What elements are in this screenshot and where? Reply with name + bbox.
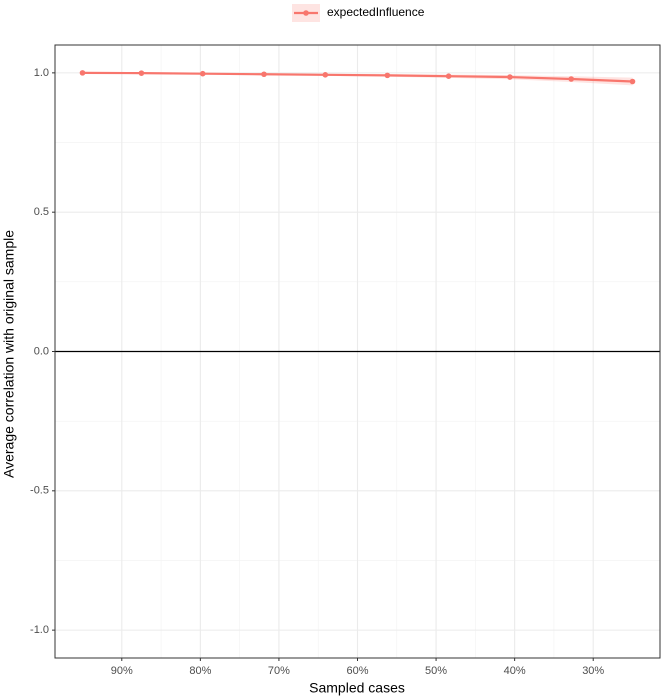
point [568,76,575,82]
point [322,72,329,78]
point [445,73,452,80]
y-axis-title: Average correlation with original sample [1,230,17,478]
x-tick-label: 90% [111,665,133,677]
y-tick-label: -1.0 [30,624,49,636]
point [629,78,636,85]
series-line [82,71,633,83]
y-tick-label: 0.0 [34,345,49,357]
legend-key-point [303,10,309,16]
point [138,70,145,76]
point [79,70,86,76]
point [384,72,391,79]
y-tick-label: 1.0 [34,67,49,79]
point [261,71,267,78]
x-tick-label: 60% [346,665,368,677]
point [507,74,513,80]
x-tick-label: 80% [189,665,211,677]
x-tick-label: 50% [425,665,447,677]
point [199,70,206,77]
x-tick-label: 70% [268,665,290,677]
legend-label: expectedInfluence [327,5,425,19]
panel-border [54,44,661,659]
x-tick-label: 40% [504,665,526,677]
y-tick-label: 0.5 [34,206,49,218]
x-axis-title: Sampled cases [309,680,405,696]
y-tick-label: -0.5 [30,485,49,497]
x-tick-label: 30% [582,665,604,677]
